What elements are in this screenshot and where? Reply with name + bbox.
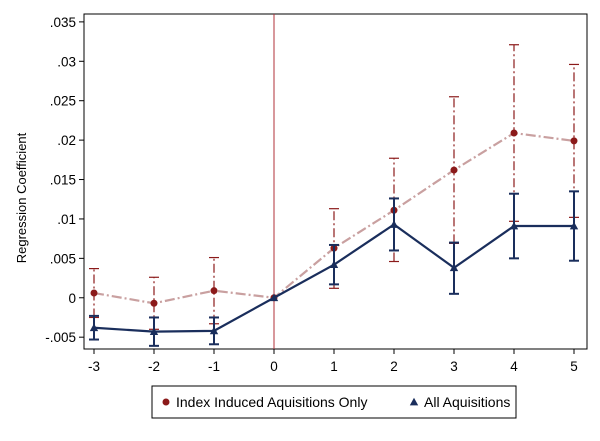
- x-tick-label: -2: [148, 359, 160, 374]
- data-point: [89, 323, 99, 332]
- legend-box: [151, 385, 517, 419]
- x-tick-label: 2: [390, 359, 398, 374]
- data-point: [510, 129, 518, 137]
- axes: -.005 0 .005 .01 .015 .02 .025 .03 .035 -3 -2 -1 0 1 2…: [45, 13, 588, 374]
- y-tick-label: 0: [68, 291, 76, 306]
- legend-marker-circle: [162, 398, 170, 406]
- x-tick-label: -1: [208, 359, 220, 374]
- series-2: [89, 190, 579, 347]
- legend-marker-triangle: [409, 397, 419, 406]
- y-tick-label: .005: [50, 251, 76, 266]
- data-point: [269, 293, 279, 302]
- data-point: [150, 299, 158, 307]
- data-point: [509, 221, 519, 230]
- plot-area: [89, 14, 579, 349]
- data-point: [569, 221, 579, 230]
- data-point: [449, 263, 459, 272]
- y-axis-label: Regression Coefficient: [14, 132, 29, 263]
- y-tick-label: .03: [57, 54, 76, 69]
- data-point: [389, 220, 399, 228]
- plot-frame: [83, 13, 588, 350]
- x-tick-label: 0: [270, 359, 278, 374]
- x-tick-label: 3: [450, 359, 458, 374]
- data-point: [209, 326, 219, 335]
- data-point: [90, 289, 98, 297]
- y-tick-label: .015: [50, 173, 76, 188]
- data-point: [149, 327, 159, 336]
- x-tick-label: 1: [330, 359, 338, 374]
- data-point: [210, 287, 218, 295]
- legend: Index Induced Aquisitions Only All Aquisi…: [151, 385, 517, 419]
- x-tick-label: 4: [510, 359, 518, 374]
- legend-label: Index Induced Aquisitions Only: [176, 394, 367, 410]
- legend-label: All Aquisitions: [424, 394, 510, 410]
- data-point: [450, 166, 458, 174]
- data-point: [329, 260, 339, 269]
- data-point: [570, 137, 578, 145]
- y-tick-label: .035: [50, 15, 76, 30]
- y-tick-label: .02: [57, 133, 76, 148]
- x-tick-label: -3: [88, 359, 100, 374]
- series-1: [89, 44, 579, 330]
- x-tick-label: 5: [570, 359, 578, 374]
- y-tick-label: .025: [50, 94, 76, 109]
- y-tick-label: .01: [57, 212, 76, 227]
- y-tick-label: -.005: [45, 330, 76, 345]
